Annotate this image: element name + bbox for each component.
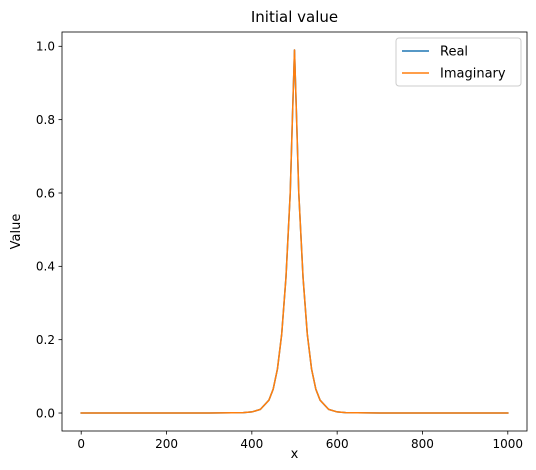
x-tick-label: 800 xyxy=(411,437,434,451)
plot-frame xyxy=(61,31,528,432)
y-tick-label: 0.4 xyxy=(36,260,55,274)
x-tick-label: 1000 xyxy=(493,437,524,451)
x-axis-label: x xyxy=(291,447,299,462)
y-tick-label: 0.0 xyxy=(36,406,55,420)
legend-label-imaginary: Imaginary xyxy=(440,67,506,82)
chart-title: Initial value xyxy=(251,8,338,26)
y-tick-label: 0.8 xyxy=(36,113,55,127)
x-tick-label: 400 xyxy=(240,437,263,451)
series-line-real xyxy=(80,49,509,414)
legend: Real Imaginary xyxy=(395,37,522,87)
y-tick-label: 1.0 xyxy=(36,40,55,54)
series-lines xyxy=(80,49,509,414)
plot-area xyxy=(61,31,528,432)
y-axis: 0.0 0.2 0.4 0.6 0.8 1.0 xyxy=(36,40,62,420)
x-tick-label: 0 xyxy=(77,437,85,451)
y-axis-label: Value xyxy=(9,214,24,250)
x-axis: 0 200 400 600 800 1000 xyxy=(77,431,523,451)
x-tick-label: 200 xyxy=(155,437,178,451)
y-tick-label: 0.6 xyxy=(36,186,55,200)
series-line-imaginary xyxy=(80,49,509,414)
legend-label-real: Real xyxy=(440,45,468,60)
x-tick-label: 600 xyxy=(326,437,349,451)
legend-box xyxy=(395,37,522,87)
y-tick-label: 0.2 xyxy=(36,333,55,347)
